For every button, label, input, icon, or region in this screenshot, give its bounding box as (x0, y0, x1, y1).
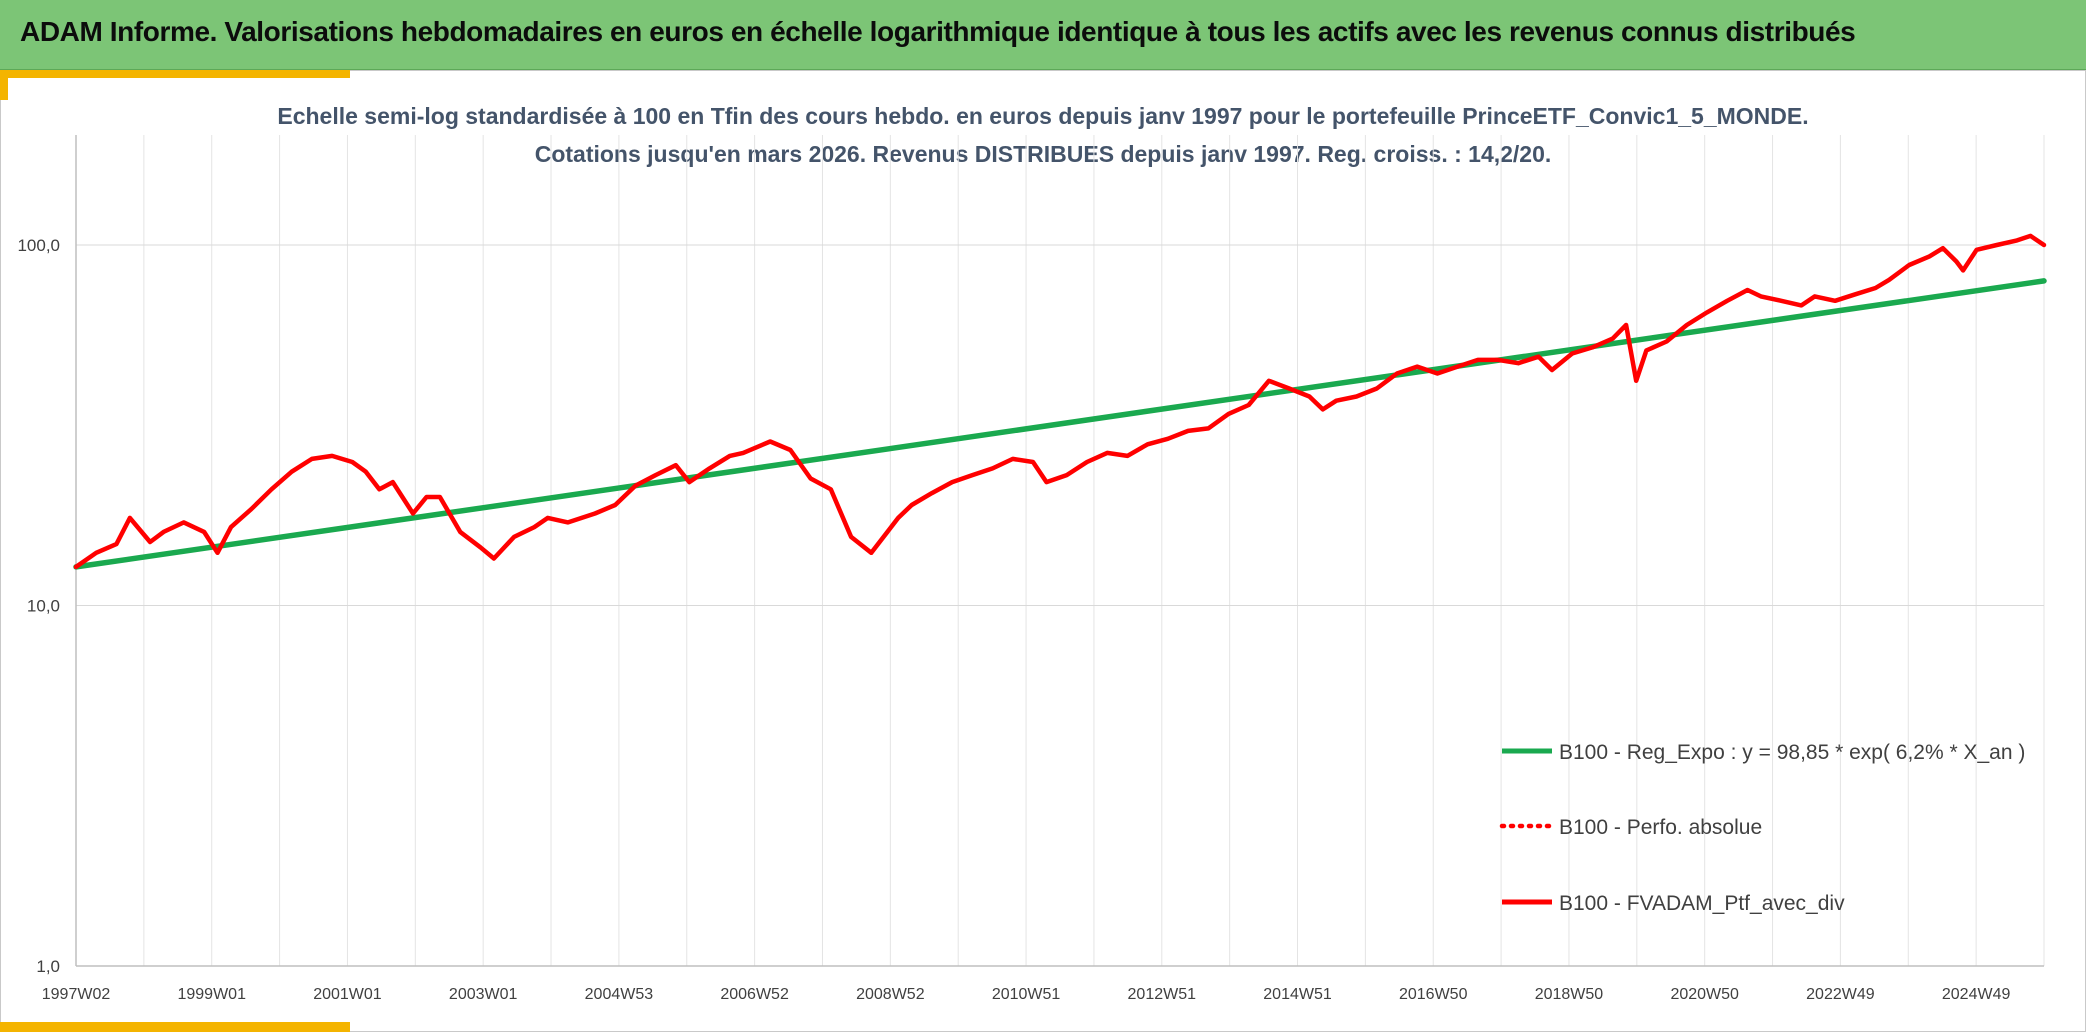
regression-line (73, 278, 2047, 570)
accent-bar-top-vertical (0, 70, 8, 100)
legend: B100 - Reg_Expo : y = 98,85 * exp( 6,2% … (1499, 741, 2025, 915)
header-banner: ADAM Informe. Valorisations hebdomadaire… (0, 0, 2086, 70)
x-tick-label: 2024W49 (1942, 986, 2011, 1003)
accent-bar-top (0, 70, 350, 78)
legend-label: B100 - FVADAM_Ptf_avec_div (1559, 892, 1845, 915)
y-tick-label: 100,0 (17, 236, 60, 255)
x-tick-label: 2022W49 (1806, 986, 1875, 1003)
y-tick-label: 10,0 (27, 597, 60, 616)
x-tick-label: 2018W50 (1535, 986, 1604, 1003)
x-tick-label: 2016W50 (1399, 986, 1468, 1003)
x-tick-label: 2006W52 (720, 986, 789, 1003)
chart-title-line1: Echelle semi-log standardisée à 100 en T… (277, 103, 1809, 129)
x-tick-label: 2004W53 (585, 986, 654, 1003)
x-tick-label: 1997W02 (42, 986, 111, 1003)
series-layer (73, 233, 2047, 570)
x-tick-label: 2014W51 (1263, 986, 1332, 1003)
x-tick-label: 2003W01 (449, 986, 518, 1003)
accent-bar-bottom (0, 1022, 350, 1032)
x-tick-label: 2008W52 (856, 986, 925, 1003)
legend-label: B100 - Perfo. absolue (1559, 816, 1762, 839)
portfolio-line (73, 233, 2047, 570)
grid-layer (75, 135, 2045, 967)
axis-layer: 100,0 10,0 1,0 1997W02 1999W01 2001W01 2003W01… (17, 135, 2044, 1003)
y-tick-label: 1,0 (36, 957, 60, 976)
x-tick-label: 1999W01 (177, 986, 246, 1003)
page-title: ADAM Informe. Valorisations hebdomadaire… (20, 16, 1856, 47)
legend-label: B100 - Reg_Expo : y = 98,85 * exp( 6,2% … (1559, 741, 2025, 764)
x-tick-label: 2010W51 (992, 986, 1061, 1003)
x-tick-label: 2012W51 (1128, 986, 1197, 1003)
x-tick-label: 2020W50 (1670, 986, 1739, 1003)
chart-title-line2: Cotations jusqu'en mars 2026. Revenus DI… (534, 141, 1552, 167)
x-tick-label: 2001W01 (313, 986, 382, 1003)
